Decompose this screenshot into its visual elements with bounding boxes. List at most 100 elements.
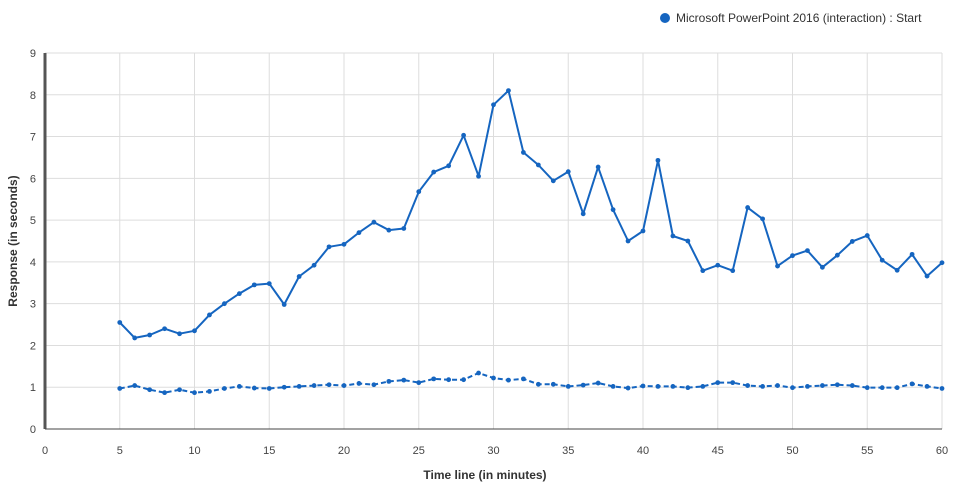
data-point[interactable] bbox=[655, 383, 661, 389]
data-point[interactable] bbox=[521, 150, 526, 155]
data-point[interactable] bbox=[655, 157, 661, 163]
data-point[interactable] bbox=[266, 281, 272, 287]
data-point[interactable] bbox=[879, 257, 885, 263]
data-point[interactable] bbox=[251, 385, 257, 391]
data-point[interactable] bbox=[820, 383, 825, 388]
data-point[interactable] bbox=[506, 88, 511, 93]
data-point[interactable] bbox=[730, 380, 736, 386]
data-point[interactable] bbox=[834, 252, 840, 258]
data-point[interactable] bbox=[610, 207, 616, 213]
data-point[interactable] bbox=[491, 102, 496, 108]
data-point[interactable] bbox=[401, 226, 407, 231]
data-point[interactable] bbox=[894, 267, 900, 273]
data-point[interactable] bbox=[805, 248, 810, 254]
data-point[interactable] bbox=[341, 241, 347, 247]
data-point[interactable] bbox=[266, 386, 272, 391]
legend[interactable]: Microsoft PowerPoint 2016 (interaction) … bbox=[660, 11, 921, 25]
data-point[interactable] bbox=[506, 377, 511, 383]
data-point[interactable] bbox=[416, 189, 422, 195]
data-point[interactable] bbox=[909, 251, 915, 257]
data-point[interactable] bbox=[864, 233, 870, 238]
data-point[interactable] bbox=[371, 219, 377, 225]
data-point[interactable] bbox=[715, 380, 721, 386]
data-point[interactable] bbox=[775, 263, 780, 269]
data-point[interactable] bbox=[790, 385, 795, 391]
data-point[interactable] bbox=[431, 376, 437, 382]
data-point[interactable] bbox=[281, 384, 287, 390]
data-point[interactable] bbox=[565, 169, 571, 175]
data-point[interactable] bbox=[521, 376, 526, 382]
data-point[interactable] bbox=[864, 385, 870, 391]
data-point[interactable] bbox=[924, 273, 930, 279]
data-point[interactable] bbox=[207, 312, 212, 318]
data-point[interactable] bbox=[580, 211, 586, 217]
data-point[interactable] bbox=[550, 381, 556, 387]
data-point[interactable] bbox=[730, 268, 736, 274]
data-point[interactable] bbox=[401, 377, 407, 383]
data-point[interactable] bbox=[939, 260, 945, 266]
data-point[interactable] bbox=[311, 262, 317, 268]
data-point[interactable] bbox=[745, 205, 751, 210]
data-point[interactable] bbox=[834, 382, 840, 388]
data-point[interactable] bbox=[685, 385, 691, 391]
data-point[interactable] bbox=[715, 262, 721, 268]
data-point[interactable] bbox=[535, 381, 541, 387]
data-point[interactable] bbox=[192, 390, 197, 396]
data-point[interactable] bbox=[595, 380, 601, 386]
data-point[interactable] bbox=[386, 378, 392, 384]
data-point[interactable] bbox=[371, 382, 377, 388]
data-point[interactable] bbox=[849, 239, 855, 244]
data-point[interactable] bbox=[147, 387, 153, 393]
data-point[interactable] bbox=[775, 383, 780, 388]
data-point[interactable] bbox=[491, 375, 496, 381]
data-point[interactable] bbox=[625, 238, 631, 244]
data-point[interactable] bbox=[236, 383, 242, 389]
data-point[interactable] bbox=[820, 264, 825, 270]
series-line-dashed[interactable] bbox=[119, 372, 943, 394]
data-point[interactable] bbox=[700, 268, 706, 274]
data-point[interactable] bbox=[849, 383, 855, 388]
data-point[interactable] bbox=[805, 383, 810, 389]
data-point[interactable] bbox=[700, 383, 706, 389]
data-point[interactable] bbox=[535, 162, 541, 168]
data-point[interactable] bbox=[207, 389, 212, 394]
data-point[interactable] bbox=[251, 282, 257, 288]
data-point[interactable] bbox=[356, 381, 362, 386]
data-point[interactable] bbox=[670, 233, 676, 239]
data-point[interactable] bbox=[745, 383, 751, 388]
data-point[interactable] bbox=[461, 132, 466, 138]
data-point[interactable] bbox=[595, 164, 601, 170]
data-point[interactable] bbox=[326, 244, 332, 250]
data-point[interactable] bbox=[341, 383, 347, 388]
data-point[interactable] bbox=[924, 383, 930, 389]
data-point[interactable] bbox=[386, 227, 392, 233]
data-point[interactable] bbox=[132, 383, 138, 388]
data-point[interactable] bbox=[580, 382, 586, 388]
data-point[interactable] bbox=[476, 173, 481, 179]
data-point[interactable] bbox=[476, 370, 481, 376]
data-point[interactable] bbox=[222, 301, 227, 307]
data-point[interactable] bbox=[640, 383, 646, 389]
data-point[interactable] bbox=[760, 216, 765, 222]
data-point[interactable] bbox=[311, 383, 317, 388]
data-point[interactable] bbox=[132, 335, 138, 341]
data-point[interactable] bbox=[909, 381, 915, 387]
data-point[interactable] bbox=[162, 326, 168, 332]
data-point[interactable] bbox=[147, 332, 153, 338]
data-point[interactable] bbox=[356, 230, 362, 236]
data-point[interactable] bbox=[685, 238, 691, 244]
data-point[interactable] bbox=[610, 383, 616, 389]
data-point[interactable] bbox=[565, 383, 571, 389]
data-point[interactable] bbox=[236, 291, 242, 297]
data-point[interactable] bbox=[222, 386, 227, 391]
series-line[interactable] bbox=[119, 89, 943, 339]
data-point[interactable] bbox=[296, 383, 302, 389]
data-point[interactable] bbox=[281, 302, 287, 307]
data-point[interactable] bbox=[192, 328, 197, 334]
data-point[interactable] bbox=[416, 380, 422, 386]
data-point[interactable] bbox=[177, 387, 182, 393]
data-point[interactable] bbox=[446, 163, 452, 169]
data-point[interactable] bbox=[894, 385, 900, 391]
data-point[interactable] bbox=[117, 320, 123, 325]
data-point[interactable] bbox=[625, 385, 631, 391]
